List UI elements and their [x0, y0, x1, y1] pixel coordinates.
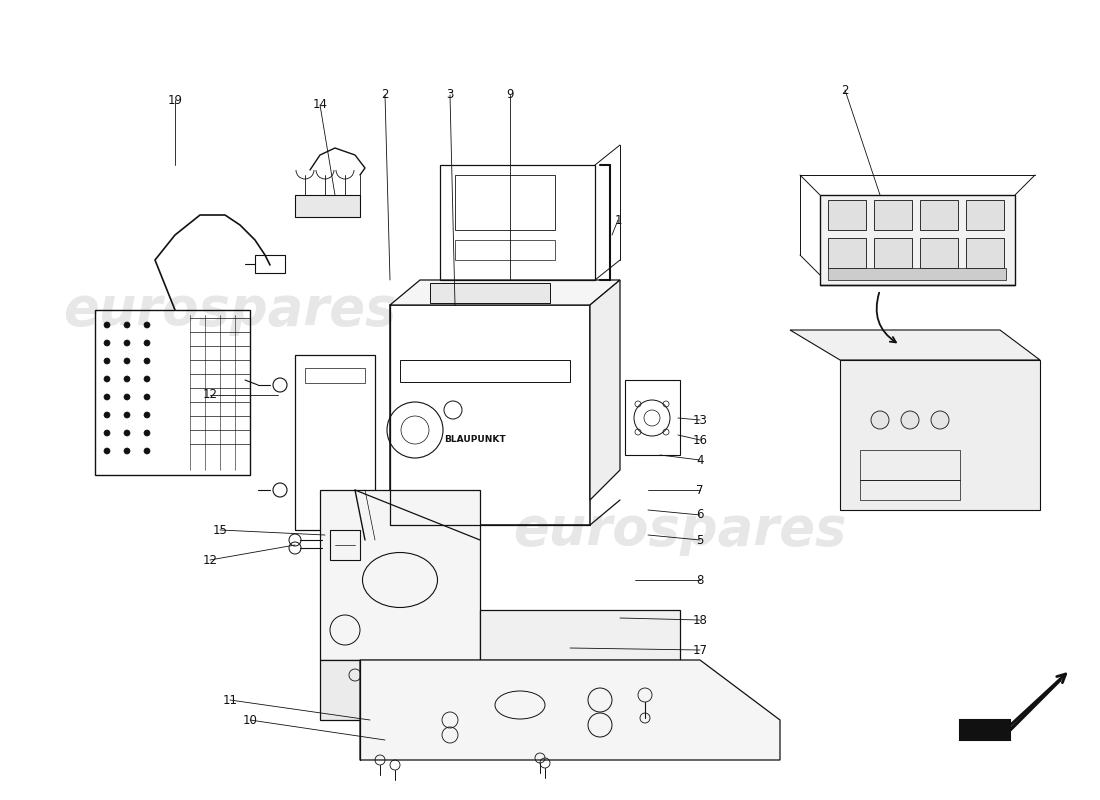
Circle shape [144, 412, 150, 418]
Text: 7: 7 [696, 483, 704, 497]
Circle shape [104, 322, 110, 328]
Text: 11: 11 [222, 694, 238, 706]
Bar [920, 238, 958, 268]
Text: 9: 9 [506, 89, 514, 102]
Bar [828, 238, 866, 268]
Text: eurospares: eurospares [514, 504, 847, 556]
Polygon shape [320, 660, 680, 720]
Bar [430, 283, 550, 303]
Circle shape [144, 376, 150, 382]
Text: 2: 2 [842, 83, 849, 97]
Polygon shape [360, 660, 780, 760]
Bar [295, 355, 375, 530]
Circle shape [104, 340, 110, 346]
Text: 19: 19 [167, 94, 183, 106]
Bar [390, 305, 590, 525]
Circle shape [104, 394, 110, 400]
Circle shape [144, 430, 150, 436]
Bar [874, 200, 912, 230]
Circle shape [124, 322, 130, 328]
Text: BLAUPUNKT: BLAUPUNKT [444, 435, 506, 445]
Text: 14: 14 [312, 98, 328, 111]
Bar [440, 165, 595, 280]
Bar [920, 200, 958, 230]
Bar [860, 480, 960, 500]
Text: eurospares: eurospares [64, 284, 397, 336]
Bar [400, 360, 570, 382]
Text: 4: 4 [696, 454, 704, 466]
Circle shape [144, 322, 150, 328]
Circle shape [104, 430, 110, 436]
Circle shape [144, 448, 150, 454]
Bar [255, 255, 285, 273]
Circle shape [871, 411, 889, 429]
Circle shape [124, 340, 130, 346]
Circle shape [104, 412, 110, 418]
Bar [95, 310, 250, 475]
Bar [295, 195, 360, 217]
Text: 13: 13 [693, 414, 707, 426]
Circle shape [124, 430, 130, 436]
Circle shape [104, 358, 110, 364]
Text: 12: 12 [202, 554, 218, 566]
Bar [305, 368, 365, 383]
Text: 15: 15 [212, 523, 228, 537]
Circle shape [144, 358, 150, 364]
Bar [828, 268, 1006, 280]
Circle shape [124, 394, 130, 400]
Text: 16: 16 [693, 434, 707, 446]
Circle shape [144, 394, 150, 400]
Polygon shape [790, 330, 1040, 360]
Bar [966, 238, 1004, 268]
Bar [828, 200, 866, 230]
Circle shape [104, 376, 110, 382]
Bar [860, 450, 960, 480]
Text: 1: 1 [614, 214, 622, 226]
Polygon shape [590, 280, 620, 500]
Bar [820, 195, 1015, 285]
Polygon shape [960, 720, 1010, 740]
Circle shape [901, 411, 918, 429]
Circle shape [144, 340, 150, 346]
Polygon shape [320, 490, 480, 660]
Bar [966, 200, 1004, 230]
Polygon shape [840, 360, 1040, 510]
Circle shape [124, 376, 130, 382]
Text: 5: 5 [696, 534, 704, 546]
Circle shape [124, 412, 130, 418]
Circle shape [124, 448, 130, 454]
Text: 3: 3 [447, 89, 453, 102]
Polygon shape [390, 280, 620, 305]
Text: 10: 10 [243, 714, 257, 726]
Polygon shape [480, 610, 680, 660]
Text: 8: 8 [696, 574, 704, 586]
Bar [874, 238, 912, 268]
Text: 18: 18 [693, 614, 707, 626]
Bar [625, 380, 680, 455]
Circle shape [931, 411, 949, 429]
Text: 6: 6 [696, 509, 704, 522]
Bar [455, 240, 556, 260]
Bar [455, 175, 556, 230]
Text: 17: 17 [693, 643, 707, 657]
Text: 12: 12 [202, 389, 218, 402]
Circle shape [124, 358, 130, 364]
Circle shape [104, 448, 110, 454]
Text: 2: 2 [382, 89, 388, 102]
